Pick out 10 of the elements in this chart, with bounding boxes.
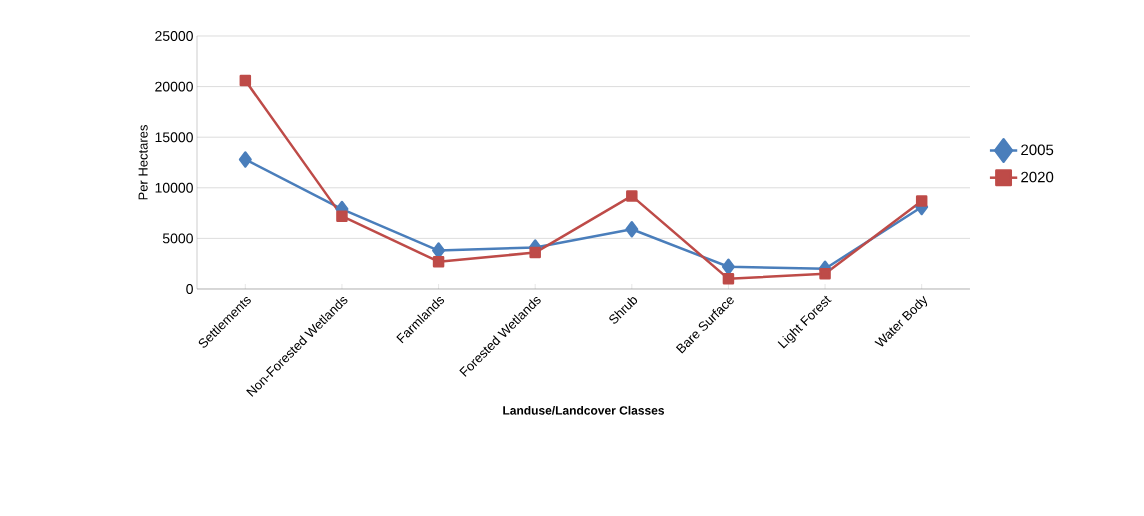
y-tick-label: 10000 [155,182,193,193]
y-axis-title: Per Hectares [138,125,148,200]
y-tick-label: 0 [186,284,193,294]
y-tick-label: 25000 [155,31,193,41]
y-tick-label: 15000 [155,132,193,143]
y-tick-label: 5000 [162,233,193,244]
legend-label: 2020 [1021,171,1054,183]
x-axis-title: Landuse/Landcover Classes [503,405,665,415]
legend-label: 2005 [1021,144,1054,156]
y-tick-label: 20000 [155,81,193,92]
